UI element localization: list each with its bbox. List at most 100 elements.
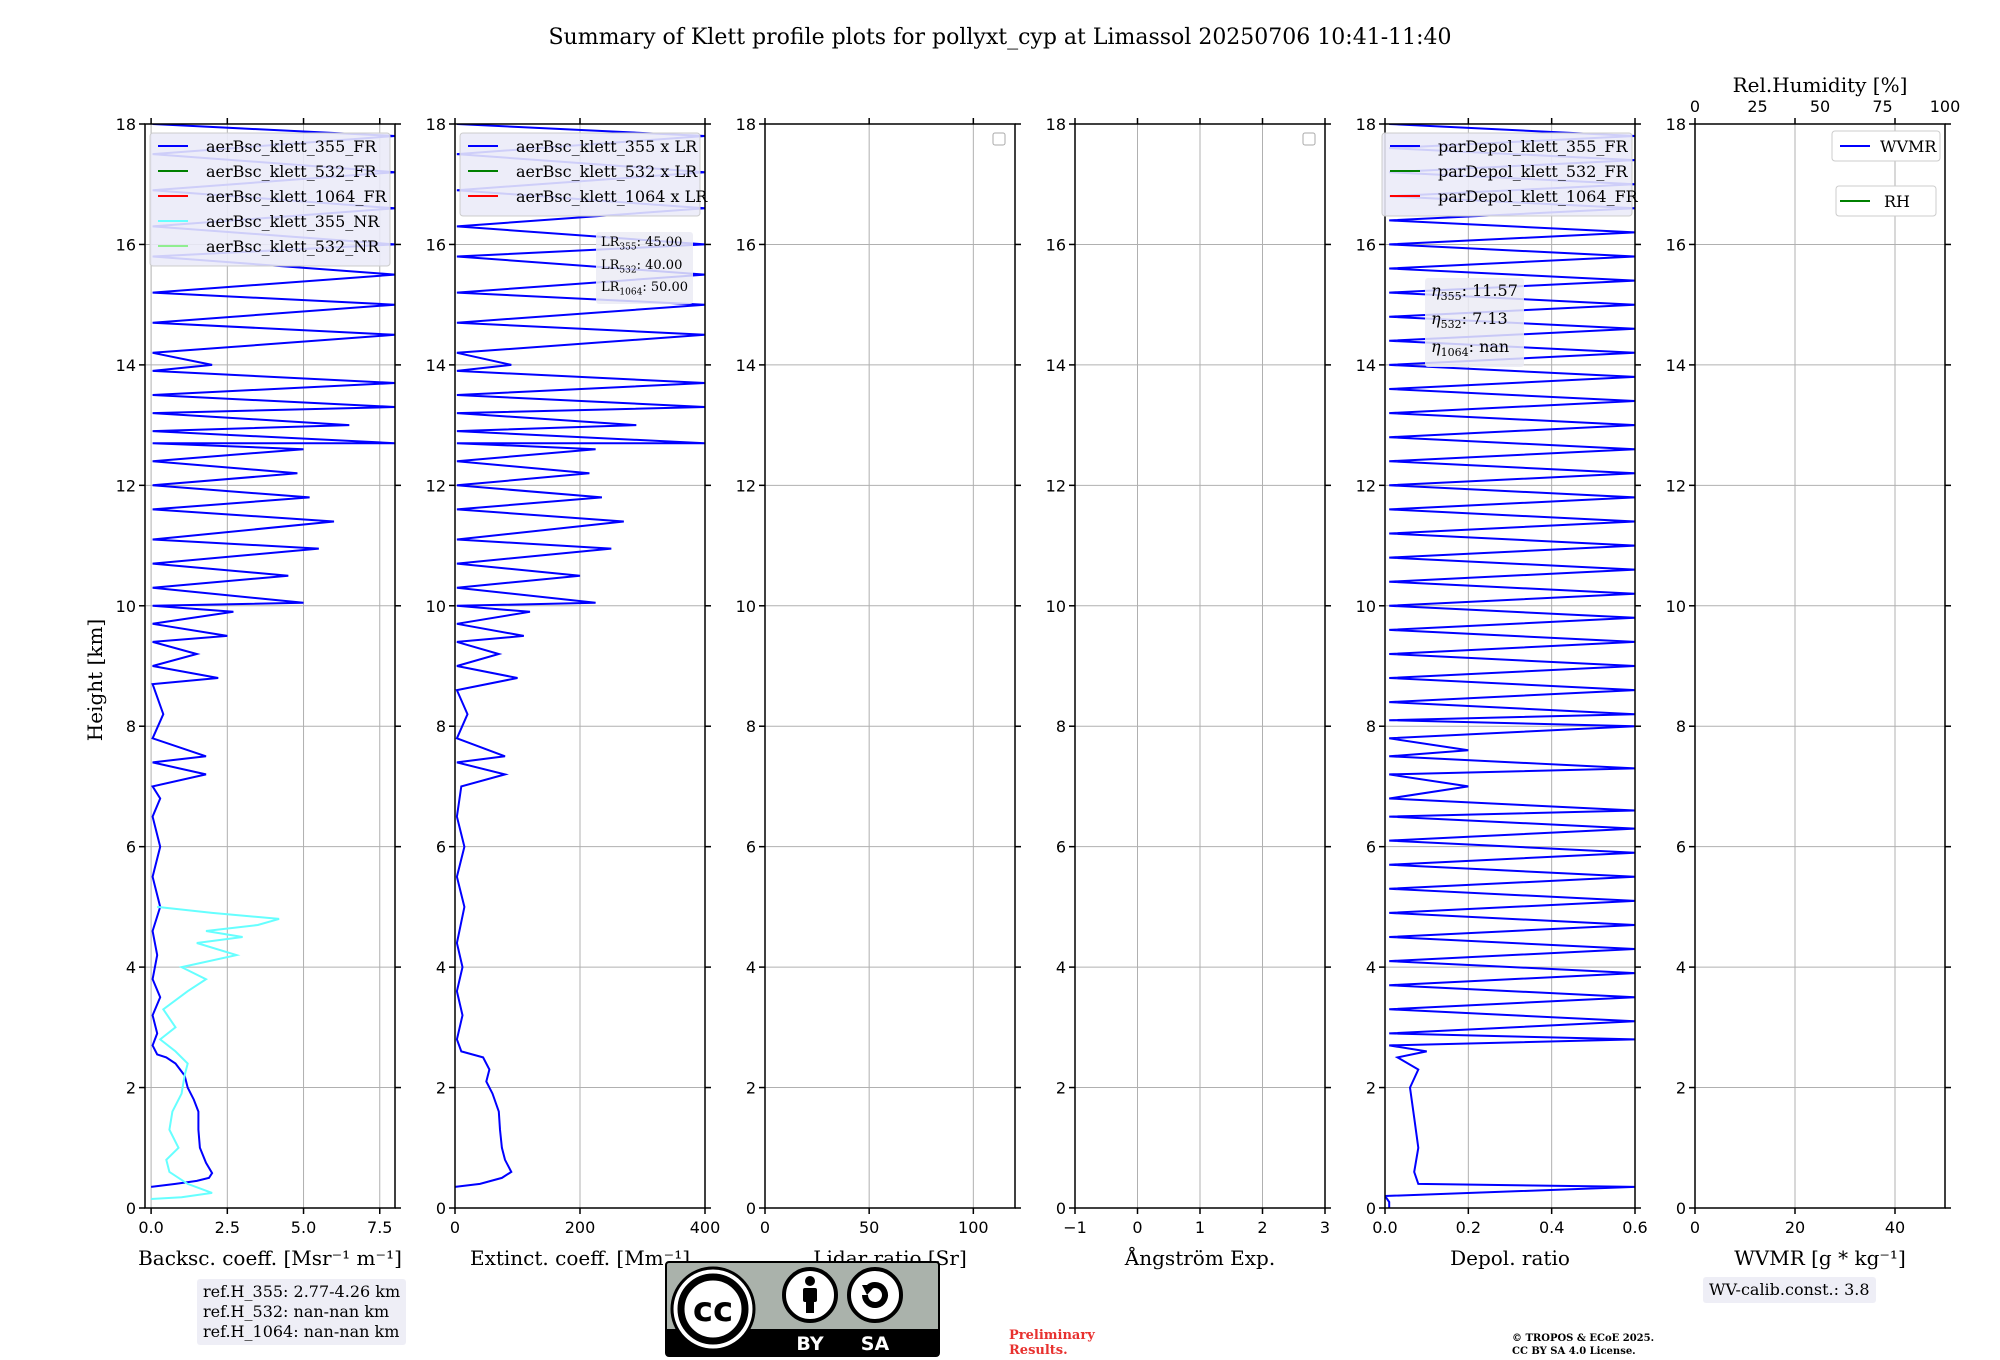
y-axis-label: Height [km] (83, 619, 107, 741)
legend-entry: aerBsc_klett_1064_FR (206, 187, 388, 206)
y-tick-label: 0 (746, 1199, 756, 1218)
y-tick-label: 12 (1666, 476, 1686, 495)
top-x-tick-label: 50 (1810, 97, 1830, 116)
y-tick-label: 14 (1356, 356, 1376, 375)
y-tick-label: 6 (1366, 838, 1376, 857)
y-tick-label: 8 (1676, 717, 1686, 736)
legend-entry: aerBsc_klett_532 x LR (516, 162, 698, 181)
top-x-tick-label: 75 (1872, 97, 1892, 116)
x-tick-label: 0 (1690, 1218, 1700, 1237)
legend-entry: aerBsc_klett_355_FR (206, 137, 377, 156)
y-tick-label: 14 (1046, 356, 1066, 375)
x-tick-label: 0.0 (1372, 1218, 1397, 1237)
preliminary-line-2: Results. (1009, 1343, 1068, 1358)
y-tick-label: 0 (1676, 1199, 1686, 1218)
axes-frame (764, 123, 1016, 1209)
y-tick-label: 18 (1666, 115, 1686, 134)
lr-355: LR355: 45.00 (601, 235, 683, 253)
legend-box (1381, 132, 1633, 217)
preliminary-line-1: Preliminary (1009, 1328, 1095, 1343)
x-tick-label: 100 (958, 1218, 989, 1237)
x-tick-label: 40 (1885, 1218, 1905, 1237)
y-tick-label: 8 (436, 717, 446, 736)
y-tick-label: 4 (1366, 958, 1376, 977)
x-axis-label: WVMR [g * kg⁻¹] (1734, 1246, 1906, 1270)
x-tick-label: 3 (1320, 1218, 1330, 1237)
legend-wvmr: WVMR RH (1831, 130, 1941, 217)
x-tick-label: 0 (450, 1218, 460, 1237)
y-tick-label: 14 (1666, 356, 1686, 375)
y-tick-label: 6 (126, 838, 136, 857)
y-tick-label: 2 (436, 1079, 446, 1098)
y-tick-label: 4 (746, 958, 756, 977)
x-tick-label: 1 (1195, 1218, 1205, 1237)
legend-box (149, 132, 391, 267)
top-x-tick-label: 0 (1690, 97, 1700, 116)
preliminary-note: Preliminary Results. (1009, 1328, 1095, 1358)
y-tick-label: 6 (1676, 838, 1686, 857)
top-x-tick-label: 100 (1930, 97, 1961, 116)
x-tick-label: −1 (1063, 1218, 1087, 1237)
legend-entry: aerBsc_klett_355_NR (206, 212, 380, 231)
y-tick-label: 2 (126, 1079, 136, 1098)
series-line-parDepol_klett_355_FR (1385, 124, 1635, 1208)
copyright-line-1: © TROPOS & ECoE 2025. (1512, 1333, 1655, 1344)
x-axis-label: Depol. ratio (1450, 1246, 1570, 1270)
y-tick-label: 12 (116, 476, 136, 495)
y-tick-label: 8 (746, 717, 756, 736)
ref-height-532: ref.H_532: nan-nan km (203, 1302, 390, 1321)
y-tick-label: 18 (736, 115, 756, 134)
panel-depol: 0 2 4 6 8 10 12 14 16 18 0.0 0.2 0.4 0.6 Depol. ratio p… (1356, 115, 1648, 1270)
y-tick-label: 0 (436, 1199, 446, 1218)
y-tick-label: 18 (426, 115, 446, 134)
y-tick-label: 16 (1046, 235, 1066, 254)
y-tick-label: 18 (116, 115, 136, 134)
x-tick-label: 0.2 (1456, 1218, 1481, 1237)
x-tick-label: 2.5 (215, 1218, 240, 1237)
x-tick-label: 0.4 (1539, 1218, 1564, 1237)
x-axis-label: Extinct. coeff. [Mm⁻¹] (470, 1246, 690, 1270)
legend-box (1835, 185, 1937, 217)
eta-1064: η1064: nan (1431, 337, 1510, 360)
y-tick-label: 16 (116, 235, 136, 254)
figure-title: Summary of Klett profile plots for polly… (548, 25, 1451, 50)
y-tick-label: 10 (116, 597, 136, 616)
y-tick-label: 16 (736, 235, 756, 254)
x-tick-label: 2 (1257, 1218, 1267, 1237)
y-tick-label: 10 (1046, 597, 1066, 616)
sa-share-icon (847, 1267, 903, 1323)
axes-frame (144, 123, 396, 1209)
y-tick-label: 8 (1056, 717, 1066, 736)
axes-frame (1694, 123, 1946, 1209)
x-tick-label: 7.5 (367, 1218, 392, 1237)
legend-entry: aerBsc_klett_532_NR (206, 237, 380, 256)
y-tick-label: 0 (1366, 1199, 1376, 1218)
legend-backscatter: aerBsc_klett_355_FR aerBsc_klett_532_FRae… (149, 132, 391, 267)
y-tick-label: 2 (1676, 1079, 1686, 1098)
y-tick-label: 16 (426, 235, 446, 254)
y-tick-label: 2 (1366, 1079, 1376, 1098)
by-label: BY (796, 1333, 823, 1355)
copyright-note: © TROPOS & ECoE 2025. CC BY SA 4.0 Licen… (1512, 1332, 1654, 1358)
y-tick-label: 12 (1356, 476, 1376, 495)
legend-entry: parDepol_klett_355_FR (1438, 137, 1629, 156)
x-axis-label: Backsc. coeff. [Msr⁻¹ m⁻¹] (138, 1246, 402, 1270)
legend-entry: aerBsc_klett_355 x LR (516, 137, 698, 156)
legend-entry: RH (1884, 192, 1910, 211)
ref-height-box: ref.H_355: 2.77-4.26 km ref.H_532: nan-n… (197, 1279, 407, 1345)
copyright-line-2: CC BY SA 4.0 License. (1512, 1346, 1636, 1357)
legend-depol: parDepol_klett_355_FR parDepol_klett_532_… (1381, 132, 1639, 217)
y-tick-label: 4 (436, 958, 446, 977)
y-tick-label: 12 (426, 476, 446, 495)
y-tick-label: 8 (126, 717, 136, 736)
y-tick-label: 2 (746, 1079, 756, 1098)
legend-extinction: aerBsc_klett_355 x LR aerBsc_klett_532 x … (459, 132, 708, 217)
x-tick-label: 0 (1132, 1218, 1142, 1237)
eta-355: η355: 11.57 (1431, 281, 1518, 304)
legend-entry: WVMR (1880, 137, 1937, 156)
x-tick-label: 5.0 (291, 1218, 316, 1237)
legend-entry: aerBsc_klett_532_FR (206, 162, 377, 181)
